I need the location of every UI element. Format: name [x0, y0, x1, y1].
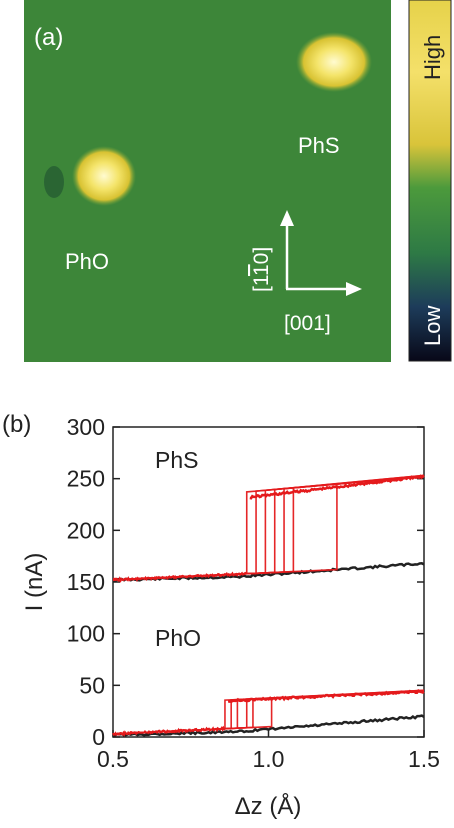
phs-molecule [296, 32, 372, 92]
phs-switch-trace [112, 475, 425, 581]
phs-switch-trace [112, 475, 425, 581]
pho-switch-trace [112, 689, 425, 735]
panel-a: (a) PhS PhO [110] [001] High Low [24, 0, 452, 362]
phs-switch-trace [112, 474, 425, 581]
dark-spot [44, 166, 64, 198]
phs-annotation: PhS [155, 447, 198, 473]
chart-series [112, 474, 425, 738]
up-arrow-icon [280, 210, 294, 226]
y-tick-label: 50 [79, 672, 105, 698]
panel-a-label: (a) [34, 24, 63, 51]
x-tick-label: 1.5 [408, 746, 440, 772]
y-tick-label: 300 [67, 414, 105, 440]
series-line-red-low [113, 571, 248, 583]
direction-vertical-label: [110] [250, 247, 273, 292]
phs-switch-trace [112, 474, 425, 581]
colorbar [408, 0, 452, 362]
y-tick-label: 150 [67, 569, 105, 595]
panel-b-label: (b) [2, 411, 31, 438]
y-tick-label: 250 [67, 466, 105, 492]
x-tick-label: 0.5 [97, 746, 129, 772]
right-arrow-icon [346, 282, 362, 296]
direction-horizontal-label: [001] [284, 312, 331, 335]
phs-switch-trace [112, 475, 425, 581]
y-tick-label: 200 [67, 517, 105, 543]
pho-label: PhO [65, 249, 109, 274]
series-line-red [249, 474, 425, 500]
y-axis-label: I (nA) [21, 553, 48, 612]
plot-frame [112, 426, 425, 738]
pho-annotation: PhO [155, 625, 201, 651]
direction-arrows [280, 210, 362, 296]
x-axis-label: Δz (Å) [235, 792, 302, 820]
phs-switch-trace [112, 475, 425, 581]
y-tick-label: 100 [67, 621, 105, 647]
pho-molecule [72, 146, 136, 206]
colorbar-low-label: Low [420, 306, 445, 346]
colorbar-high-label: High [420, 35, 445, 80]
y-tick-label: 0 [92, 724, 105, 750]
series-line-red-low [112, 725, 226, 738]
phs-label: PhS [298, 133, 340, 158]
axis-ticks: 0 50 100 150 200 250 300 0.5 1.0 1.5 [67, 414, 440, 772]
phs-switch-trace [112, 475, 425, 581]
series-line-red [227, 688, 425, 703]
x-tick-label: 1.0 [253, 746, 285, 772]
series-line-black [113, 714, 425, 737]
